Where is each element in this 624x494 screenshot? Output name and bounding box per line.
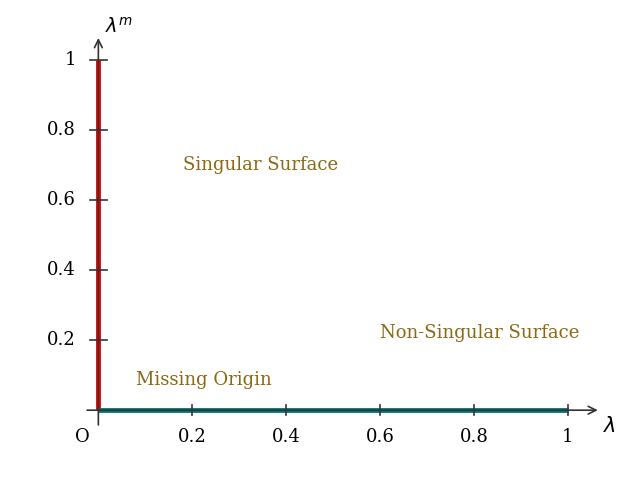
Text: 0.8: 0.8 (47, 121, 76, 139)
Text: 1: 1 (562, 428, 573, 447)
Text: 0.8: 0.8 (459, 428, 489, 447)
Text: O: O (74, 428, 89, 447)
Text: 0.6: 0.6 (366, 428, 394, 447)
Text: $\lambda^m$: $\lambda^m$ (105, 17, 134, 37)
Text: 0.2: 0.2 (47, 331, 76, 349)
Text: 0.4: 0.4 (271, 428, 301, 447)
Text: 0.6: 0.6 (47, 191, 76, 209)
Text: $\lambda$: $\lambda$ (603, 416, 616, 436)
Text: Missing Origin: Missing Origin (136, 371, 271, 389)
Text: 0.2: 0.2 (178, 428, 207, 447)
Text: 1: 1 (64, 51, 76, 69)
Text: 0.4: 0.4 (47, 261, 76, 279)
Text: Non-Singular Surface: Non-Singular Surface (380, 324, 579, 342)
Text: Singular Surface: Singular Surface (183, 156, 338, 174)
